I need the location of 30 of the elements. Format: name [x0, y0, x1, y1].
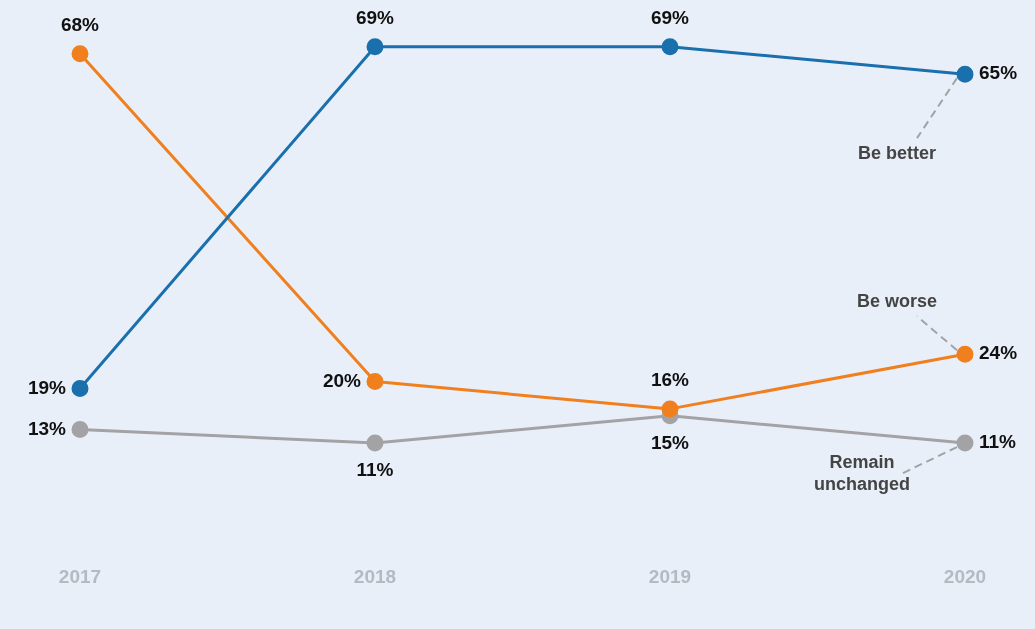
data-label: 16%	[650, 369, 690, 391]
data-label: 15%	[650, 431, 690, 453]
point	[661, 400, 679, 418]
point	[956, 434, 974, 452]
text: Be better	[857, 143, 937, 164]
point	[71, 45, 89, 63]
x-tick-label: 2020	[943, 565, 987, 587]
data-label: 24%	[979, 342, 1018, 364]
data-label: 20%	[322, 369, 362, 391]
point	[71, 420, 89, 438]
data-label: 68%	[60, 13, 100, 35]
point	[366, 38, 384, 56]
data-label: 11%	[979, 431, 1017, 453]
point	[366, 434, 384, 452]
point	[71, 379, 89, 397]
point	[366, 373, 384, 391]
data-label: 65%	[979, 62, 1018, 84]
data-label: 19%	[27, 376, 67, 398]
x-tick-label: 2019	[648, 565, 692, 587]
data-label: 13%	[27, 417, 67, 439]
point	[661, 38, 679, 56]
point	[956, 345, 974, 363]
x-tick-label: 2017	[58, 565, 102, 587]
text: Be worse	[856, 291, 938, 312]
data-label: 69%	[355, 7, 395, 29]
data-label: 69%	[650, 7, 690, 29]
legend-label: Remain unchanged	[813, 452, 911, 495]
point	[956, 65, 974, 83]
data-label: 11%	[356, 459, 394, 481]
x-tick-label: 2018	[353, 565, 397, 587]
